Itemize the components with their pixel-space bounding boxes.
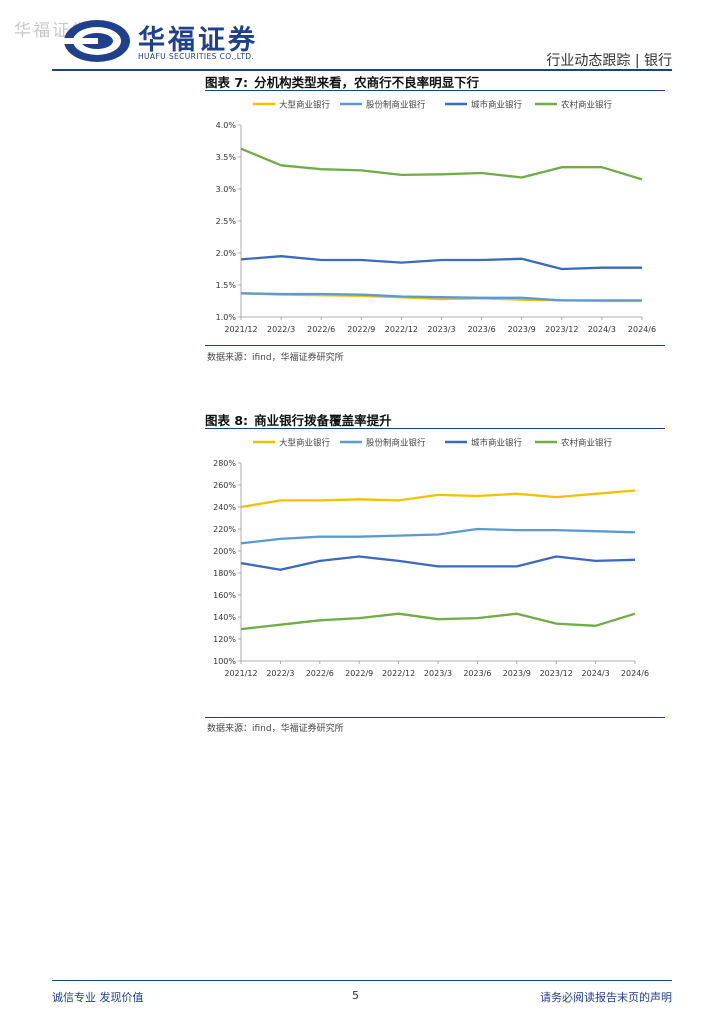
series-line bbox=[240, 255, 642, 271]
logo-text-cn: 华福证券 bbox=[138, 25, 258, 56]
x-tick-label: 2022/3 bbox=[267, 325, 295, 334]
y-tick-label: 3.0% bbox=[216, 185, 237, 194]
x-tick-label: 2023/12 bbox=[540, 669, 573, 678]
figure-8-number: 图表 8: bbox=[205, 413, 249, 428]
legend-label: 大型商业银行 bbox=[279, 438, 331, 449]
x-tick-label: 2023/12 bbox=[545, 325, 578, 334]
x-tick-label: 2023/6 bbox=[463, 669, 491, 678]
legend-label: 城市商业银行 bbox=[471, 100, 523, 111]
series-line bbox=[240, 147, 643, 181]
x-tick-label: 2023/9 bbox=[503, 669, 531, 678]
figure-8-top-rule bbox=[205, 428, 665, 429]
x-tick-label: 2024/3 bbox=[582, 669, 610, 678]
x-tick-label: 2024/6 bbox=[621, 669, 649, 678]
y-tick-label: 1.0% bbox=[216, 313, 237, 322]
y-tick-label: 140% bbox=[213, 613, 236, 622]
x-tick-label: 2023/3 bbox=[424, 669, 452, 678]
y-tick-label: 220% bbox=[213, 525, 236, 534]
y-tick-label: 200% bbox=[213, 547, 236, 556]
y-tick-label: 160% bbox=[213, 591, 236, 600]
x-tick-label: 2023/9 bbox=[508, 325, 536, 334]
y-tick-label: 3.5% bbox=[216, 153, 237, 162]
x-tick-label: 2022/9 bbox=[345, 669, 373, 678]
x-tick-label: 2021/12 bbox=[224, 669, 257, 678]
series-line bbox=[240, 527, 636, 545]
y-tick-label: 1.5% bbox=[216, 281, 237, 290]
header-divider bbox=[52, 69, 672, 71]
x-tick-label: 2022/9 bbox=[347, 325, 375, 334]
provision-coverage-chart: 大型商业银行 股份制商业银行 城市商业银行 农村商业银行 100% 120% 140% 160… bbox=[213, 438, 649, 679]
legend-label: 股份制商业银行 bbox=[366, 100, 426, 111]
page-number: 5 bbox=[352, 989, 359, 1002]
x-tick-label: 2022/3 bbox=[266, 669, 294, 678]
y-tick-label: 260% bbox=[213, 481, 236, 490]
figure-7-source: 数据来源：ifind，华福证券研究所 bbox=[207, 353, 344, 363]
series-line bbox=[240, 489, 636, 509]
series-line bbox=[240, 555, 636, 571]
legend-label: 农村商业银行 bbox=[561, 100, 613, 111]
x-tick-label: 2024/6 bbox=[628, 325, 656, 334]
x-tick-label: 2023/6 bbox=[468, 325, 496, 334]
legend-label: 农村商业银行 bbox=[561, 438, 613, 449]
y-tick-label: 240% bbox=[213, 503, 236, 512]
figure-7-bottom-rule bbox=[205, 345, 665, 346]
x-tick-label: 2022/12 bbox=[385, 325, 418, 334]
figure-8-bottom-rule bbox=[205, 717, 665, 718]
y-tick-label: 2.5% bbox=[216, 217, 237, 226]
figure-8-caption: 商业银行拨备覆盖率提升 bbox=[254, 413, 392, 428]
x-tick-label: 2022/6 bbox=[306, 669, 334, 678]
figure-8-source: 数据来源：ifind，华福证券研究所 bbox=[207, 724, 344, 734]
y-tick-label: 100% bbox=[213, 657, 236, 666]
npl-ratio-chart: 大型商业银行 股份制商业银行 城市商业银行 农村商业银行 1.0% 1.5% 2.0% 2.5… bbox=[216, 100, 656, 335]
series-line bbox=[240, 292, 642, 302]
y-tick-label: 4.0% bbox=[216, 121, 237, 130]
huafu-logo-icon bbox=[64, 20, 130, 62]
x-tick-label: 2023/3 bbox=[427, 325, 455, 334]
x-tick-label: 2022/6 bbox=[307, 325, 335, 334]
figure-7-caption: 分机构类型来看，农商行不良率明显下行 bbox=[254, 75, 480, 90]
y-tick-label: 2.0% bbox=[216, 249, 237, 258]
logo-text-en: HUAFU SECURITIES CO.,LTD. bbox=[138, 52, 255, 61]
figure-7-top-rule bbox=[205, 90, 665, 91]
figure-7-number: 图表 7: bbox=[205, 75, 249, 90]
legend-label: 大型商业银行 bbox=[279, 100, 331, 111]
x-tick-label: 2021/12 bbox=[224, 325, 257, 334]
legend-label: 股份制商业银行 bbox=[366, 438, 426, 449]
figure-7-title: 图表 7: 分机构类型来看，农商行不良率明显下行 bbox=[205, 72, 479, 91]
footer-disclaimer: 请务必阅读报告末页的声明 bbox=[540, 991, 672, 1004]
report-category: 行业动态跟踪 | 银行 bbox=[546, 53, 672, 69]
legend-label: 城市商业银行 bbox=[471, 438, 523, 449]
footer-slogan: 诚信专业 发现价值 bbox=[52, 991, 144, 1004]
figure-8-title: 图表 8: 商业银行拨备覆盖率提升 bbox=[205, 410, 392, 429]
x-tick-label: 2022/12 bbox=[382, 669, 415, 678]
y-tick-label: 180% bbox=[213, 569, 236, 578]
x-tick-label: 2024/3 bbox=[588, 325, 616, 334]
y-tick-label: 280% bbox=[213, 459, 236, 468]
y-tick-label: 120% bbox=[213, 635, 236, 644]
series-line bbox=[240, 612, 636, 631]
footer-divider bbox=[52, 980, 672, 981]
